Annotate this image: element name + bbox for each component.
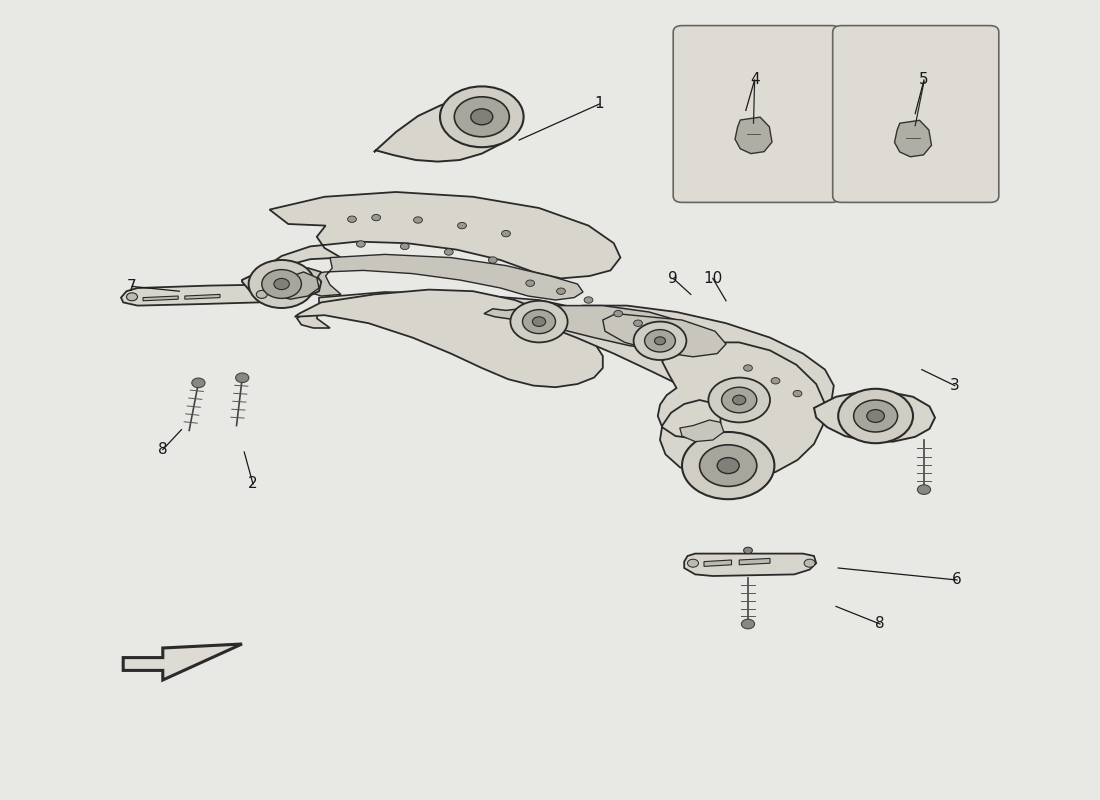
Circle shape	[793, 390, 802, 397]
Circle shape	[444, 249, 453, 255]
Polygon shape	[143, 296, 178, 301]
Polygon shape	[185, 294, 220, 299]
Polygon shape	[658, 342, 825, 480]
Polygon shape	[680, 420, 724, 442]
Text: 2: 2	[249, 477, 257, 491]
Polygon shape	[257, 268, 321, 294]
Circle shape	[532, 317, 546, 326]
Polygon shape	[277, 272, 319, 299]
Circle shape	[488, 257, 497, 263]
Circle shape	[682, 432, 774, 499]
Polygon shape	[603, 314, 726, 357]
Polygon shape	[704, 560, 732, 566]
Polygon shape	[374, 94, 521, 162]
Text: 8: 8	[876, 617, 884, 631]
Polygon shape	[295, 290, 603, 387]
Circle shape	[634, 322, 686, 360]
Polygon shape	[484, 306, 698, 350]
Circle shape	[744, 547, 752, 554]
Polygon shape	[684, 554, 816, 576]
FancyBboxPatch shape	[833, 26, 999, 202]
Text: 9: 9	[669, 271, 678, 286]
FancyBboxPatch shape	[673, 26, 840, 202]
Text: 10: 10	[703, 271, 723, 286]
Circle shape	[722, 387, 757, 413]
Circle shape	[733, 395, 746, 405]
Circle shape	[256, 290, 267, 298]
Text: 7: 7	[128, 279, 136, 294]
Circle shape	[262, 270, 301, 298]
Polygon shape	[299, 254, 583, 300]
Circle shape	[502, 230, 510, 237]
Circle shape	[191, 378, 205, 388]
Circle shape	[771, 378, 780, 384]
Circle shape	[917, 485, 931, 494]
Text: 4: 4	[750, 73, 759, 87]
Circle shape	[522, 310, 556, 334]
Polygon shape	[123, 644, 242, 680]
Circle shape	[458, 222, 466, 229]
Polygon shape	[739, 558, 770, 565]
Polygon shape	[257, 192, 620, 298]
Text: 6: 6	[953, 573, 961, 587]
Text: 8: 8	[158, 442, 167, 457]
Circle shape	[414, 217, 422, 223]
Circle shape	[454, 97, 509, 137]
Circle shape	[249, 260, 315, 308]
Circle shape	[645, 330, 675, 352]
Circle shape	[741, 619, 755, 629]
Circle shape	[708, 378, 770, 422]
Circle shape	[356, 241, 365, 247]
Circle shape	[700, 445, 757, 486]
Circle shape	[126, 293, 138, 301]
Polygon shape	[814, 392, 935, 442]
Circle shape	[744, 365, 752, 371]
Text: 3: 3	[950, 378, 959, 393]
Circle shape	[557, 288, 565, 294]
Circle shape	[471, 109, 493, 125]
Circle shape	[274, 278, 289, 290]
Circle shape	[717, 458, 739, 474]
Polygon shape	[242, 268, 321, 301]
Polygon shape	[735, 117, 772, 154]
Circle shape	[526, 280, 535, 286]
Polygon shape	[121, 285, 277, 306]
Text: 1: 1	[595, 97, 604, 111]
Polygon shape	[297, 292, 596, 334]
Circle shape	[634, 320, 642, 326]
Circle shape	[654, 337, 666, 345]
Circle shape	[854, 400, 898, 432]
Polygon shape	[515, 306, 834, 418]
Circle shape	[838, 389, 913, 443]
Circle shape	[348, 216, 356, 222]
Text: 5: 5	[920, 73, 928, 87]
Circle shape	[804, 559, 815, 567]
Circle shape	[614, 310, 623, 317]
Circle shape	[584, 297, 593, 303]
Polygon shape	[894, 120, 932, 157]
Circle shape	[867, 410, 884, 422]
Circle shape	[688, 559, 698, 567]
Circle shape	[235, 373, 249, 382]
Circle shape	[372, 214, 381, 221]
Circle shape	[440, 86, 524, 147]
Circle shape	[400, 243, 409, 250]
Circle shape	[510, 301, 568, 342]
